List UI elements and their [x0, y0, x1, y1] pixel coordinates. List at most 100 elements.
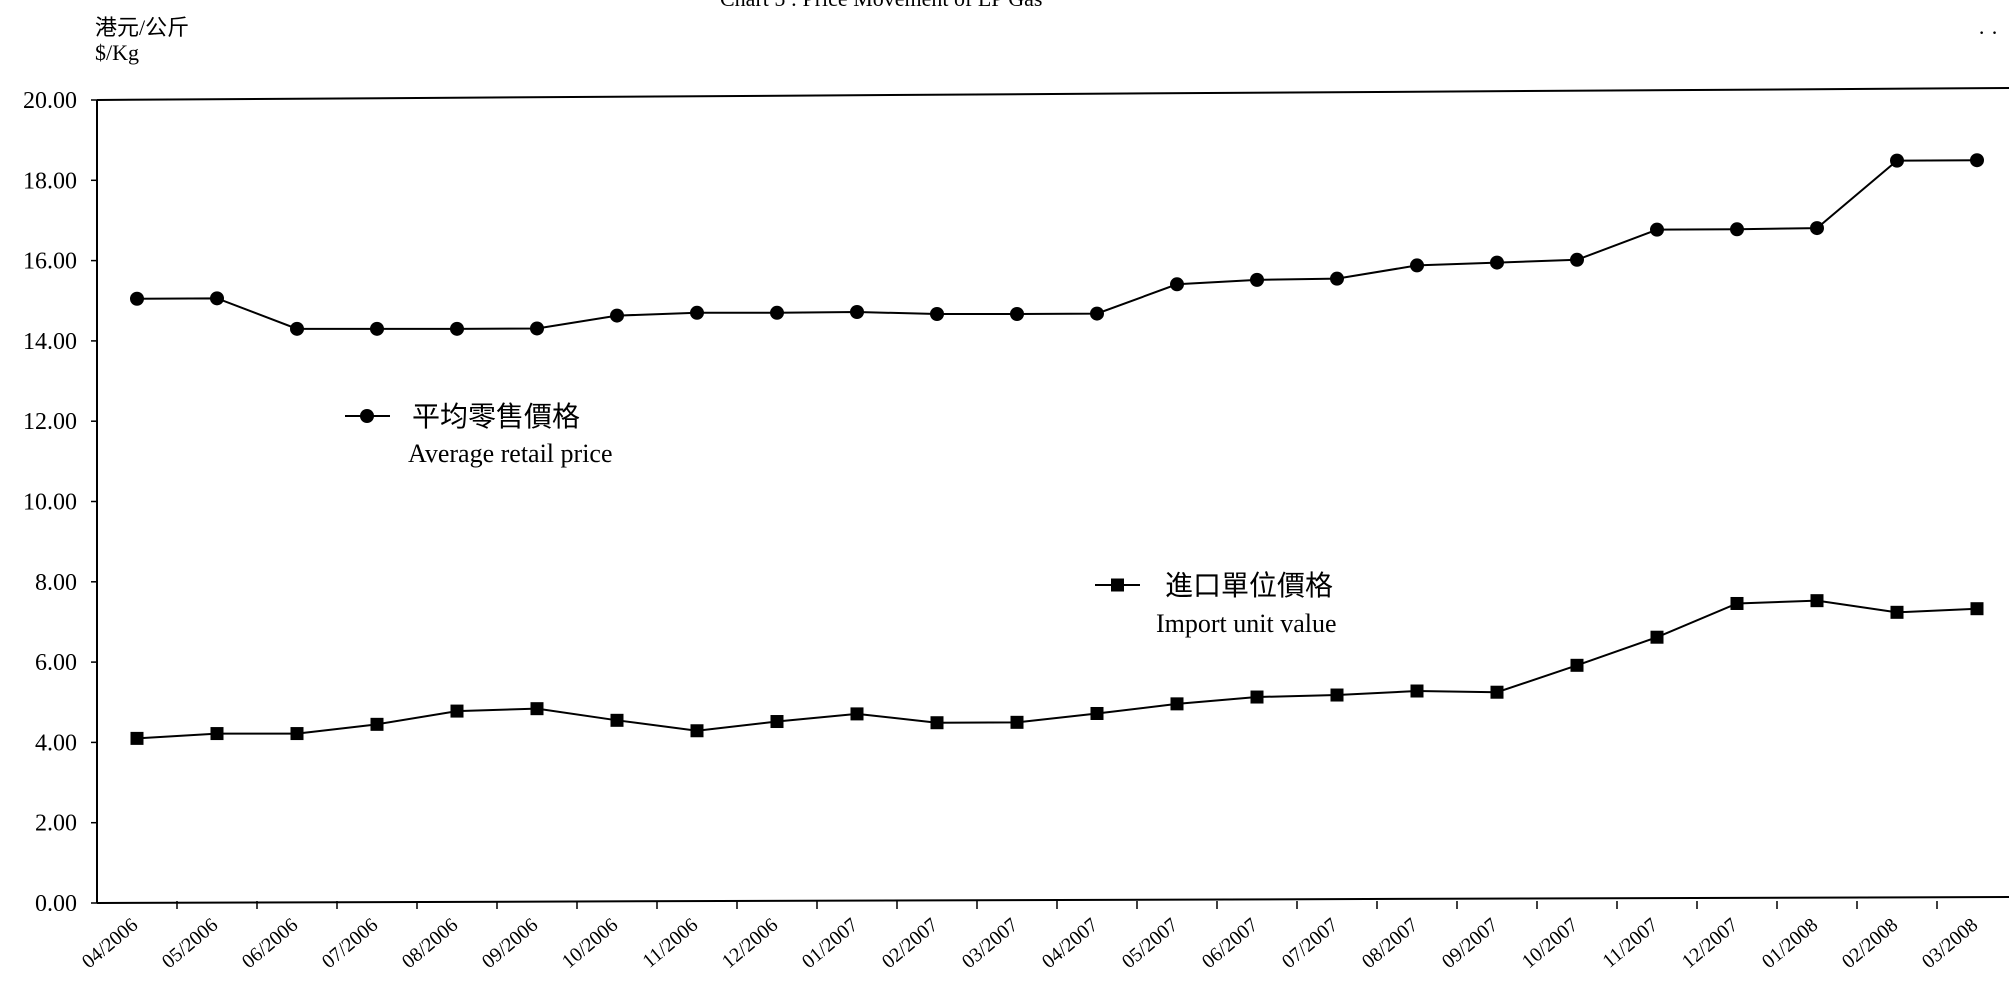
- data-point: [210, 727, 224, 741]
- data-point: [1570, 252, 1584, 267]
- data-point: [530, 321, 544, 336]
- data-point: [1650, 222, 1664, 237]
- data-point: [450, 321, 464, 336]
- x-tick-label: 07/2006: [318, 914, 382, 973]
- data-point: [1810, 594, 1824, 608]
- data-point: [690, 305, 704, 320]
- legend-item-2: 進口單位價格 Import unit value: [1095, 570, 1337, 638]
- x-tick-label: 02/2008: [1838, 914, 1902, 973]
- series-line: [136, 159, 1978, 330]
- data-point: [1890, 605, 1904, 619]
- data-point: [1010, 715, 1024, 729]
- x-tick-label: 12/2007: [1678, 914, 1742, 973]
- data-point: [1250, 690, 1264, 704]
- legend-label-english: Average retail price: [408, 439, 613, 468]
- x-tick-label: 11/2006: [638, 914, 702, 973]
- x-tick-label: 02/2007: [878, 914, 942, 973]
- axes: 0.00 2.00 4.00 6.00 8.00 10.00 12.00 14.00 16.00…: [23, 87, 2009, 973]
- x-tick-label: 05/2006: [158, 914, 222, 973]
- data-point: [610, 308, 624, 323]
- data-point: [1730, 596, 1744, 610]
- data-point: [770, 305, 784, 320]
- legend-label-chinese: 進口單位價格: [1165, 570, 1333, 602]
- legend-label-chinese: 平均零售價格: [412, 401, 580, 433]
- unit-label-chinese: 港元/公斤: [95, 15, 190, 40]
- x-tick-label: 03/2008: [1918, 914, 1982, 973]
- y-tick-label: 6.00: [35, 650, 77, 676]
- legend-item-1: 平均零售價格 Average retail price: [345, 401, 613, 468]
- data-point: [130, 291, 144, 306]
- data-point: [1410, 258, 1424, 273]
- x-tick-label: 01/2008: [1758, 914, 1822, 973]
- data-point: [770, 715, 784, 729]
- data-point: [1090, 306, 1104, 321]
- data-point: [1970, 602, 1984, 616]
- data-point: [1490, 255, 1504, 270]
- data-point: [1650, 630, 1664, 644]
- x-tick-label: 08/2007: [1358, 914, 1422, 973]
- data-point: [370, 321, 384, 336]
- data-point: [850, 707, 864, 721]
- data-point: [290, 321, 304, 336]
- legend-label-english: Import unit value: [1156, 609, 1337, 638]
- y-tick-label: 2.00: [35, 811, 77, 837]
- data-point: [1170, 697, 1184, 711]
- data-point: [1090, 706, 1104, 720]
- x-tick-label: 03/2007: [958, 914, 1022, 973]
- y-tick-label: 4.00: [35, 730, 77, 756]
- data-point: [1170, 277, 1184, 292]
- data-point: [290, 727, 304, 741]
- data-point: [1330, 688, 1344, 702]
- data-point: [1570, 658, 1584, 672]
- x-tick-label: 10/2006: [558, 914, 622, 973]
- x-tick-label: 07/2007: [1278, 914, 1342, 973]
- data-point: [1330, 271, 1344, 286]
- data-point: [210, 291, 224, 306]
- unit-label-english: $/Kg: [95, 40, 139, 65]
- data-point: [530, 702, 544, 716]
- data-point: [1810, 221, 1824, 236]
- x-tick-label: 10/2007: [1518, 914, 1582, 973]
- x-tick-label: 09/2006: [478, 914, 542, 973]
- x-tick-label: 04/2006: [78, 914, 142, 973]
- y-tick-label: 16.00: [23, 249, 77, 275]
- x-tick-label: 12/2006: [718, 914, 782, 973]
- plot-top-border: [96, 87, 2009, 101]
- x-tick-label: 08/2006: [398, 914, 462, 973]
- y-tick-label: 14.00: [23, 329, 77, 355]
- corner-mark: · ·: [1978, 20, 1999, 45]
- x-tick-label: 04/2007: [1038, 914, 1102, 973]
- x-tick-label: 09/2007: [1438, 914, 1502, 973]
- series-2: [130, 594, 1984, 745]
- data-point: [130, 731, 144, 745]
- data-point: [1010, 306, 1024, 321]
- x-tick-label: 06/2007: [1198, 914, 1262, 973]
- data-point: [450, 704, 464, 718]
- data-point: [610, 713, 624, 727]
- series-line: [136, 599, 1978, 740]
- data-point: [690, 724, 704, 738]
- data-point: [1410, 684, 1424, 698]
- y-tick-label: 10.00: [23, 490, 77, 516]
- y-tick-label: 8.00: [35, 570, 77, 596]
- series-layer: [130, 153, 1984, 745]
- x-tick-label: 06/2006: [238, 914, 302, 973]
- x-tick-label: 11/2007: [1598, 914, 1662, 973]
- legend-marker: [360, 409, 374, 423]
- x-axis-line: [96, 896, 2009, 904]
- data-point: [1730, 222, 1744, 237]
- x-tick-label: 05/2007: [1118, 914, 1182, 973]
- data-point: [1250, 272, 1264, 287]
- y-tick-label: 18.00: [23, 168, 77, 194]
- data-point: [930, 306, 944, 321]
- data-point: [1970, 153, 1984, 168]
- legend: 平均零售價格 Average retail price 進口單位價格 Import u…: [345, 401, 1337, 638]
- y-tick-label: 12.00: [23, 409, 77, 435]
- legend-marker: [1111, 578, 1124, 592]
- series-1: [130, 153, 1984, 336]
- data-point: [850, 304, 864, 319]
- data-point: [370, 717, 384, 731]
- chart-title: Chart 5 : Price Movement of LP Gas: [720, 0, 1042, 12]
